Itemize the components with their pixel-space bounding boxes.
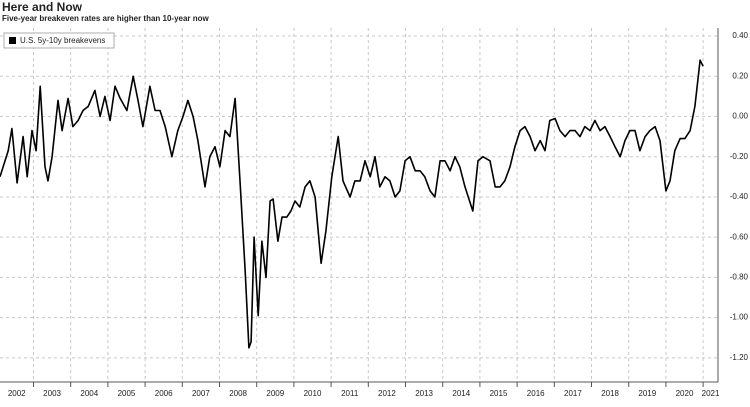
legend-label: U.S. 5y-10y breakevens [20, 36, 105, 45]
x-tick-label: 2016 [527, 389, 545, 398]
y-tick-label: -0.40 [730, 192, 749, 201]
chart-subtitle: Five-year breakeven rates are higher tha… [2, 14, 210, 23]
x-tick-label: 2005 [118, 389, 136, 398]
y-tick-label: -0.80 [730, 273, 749, 282]
x-tick-label: 2009 [266, 389, 284, 398]
x-tick-label: 2013 [415, 389, 433, 398]
x-tick-label: 2017 [564, 389, 582, 398]
y-tick-label: 0.40 [732, 31, 748, 40]
y-tick-label: -1.00 [730, 313, 749, 322]
x-tick-label: 2014 [452, 389, 470, 398]
y-tick-label: -0.60 [730, 232, 749, 241]
x-tick-label: 2011 [341, 389, 359, 398]
x-tick-label: 2003 [43, 389, 61, 398]
legend-swatch [9, 37, 16, 44]
x-tick-label: 2004 [80, 389, 98, 398]
x-tick-label: 2015 [490, 389, 508, 398]
line-series [0, 59, 704, 349]
y-tick-label: 0.20 [732, 71, 748, 80]
x-tick-label: 2007 [192, 389, 210, 398]
x-tick-label: 2018 [601, 389, 619, 398]
y-tick-label: -1.20 [730, 353, 749, 362]
x-tick-label: 2008 [229, 389, 247, 398]
x-tick-label: 2012 [378, 389, 396, 398]
x-tick-label: 2019 [638, 389, 656, 398]
x-tick-label: 2021 [702, 389, 720, 398]
y-tick-label: -0.20 [730, 152, 749, 161]
x-tick-label: 2020 [676, 389, 694, 398]
x-tick-label: 2006 [155, 389, 173, 398]
legend-box [3, 32, 115, 49]
x-tick-label: 2010 [304, 389, 322, 398]
x-tick-label: 2002 [8, 389, 26, 398]
chart-title: Here and Now [2, 0, 83, 14]
y-tick-label: 0.00 [732, 112, 748, 121]
